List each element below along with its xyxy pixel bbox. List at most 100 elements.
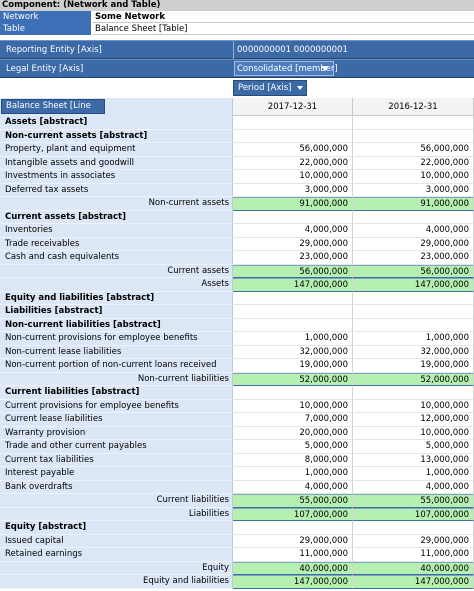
cell-2017[interactable]: 91,000,000 — [233, 197, 353, 211]
cell-2017[interactable]: 5,000,000 — [233, 440, 353, 454]
cell-2017[interactable]: 20,000,000 — [233, 426, 353, 440]
cell-2017[interactable]: 10,000,000 — [233, 170, 353, 184]
cell-2016[interactable]: 19,000,000 — [353, 359, 474, 373]
row-label[interactable]: Non-current lease liabilities — [0, 345, 233, 359]
row-label[interactable]: Equity and liabilities — [0, 575, 233, 589]
cell-2016[interactable]: 23,000,000 — [353, 251, 474, 265]
cell-2017[interactable] — [233, 318, 353, 332]
cell-2017[interactable]: 52,000,000 — [233, 372, 353, 386]
cell-2016[interactable]: 56,000,000 — [353, 264, 474, 278]
row-label[interactable]: Interest payable — [0, 467, 233, 481]
cell-2016[interactable] — [353, 129, 474, 143]
row-label[interactable]: Current liabilities — [0, 494, 233, 508]
row-label[interactable]: Current assets — [0, 264, 233, 278]
row-label[interactable]: Inventories — [0, 224, 233, 238]
cell-2016[interactable]: 32,000,000 — [353, 345, 474, 359]
cell-2016[interactable]: 5,000,000 — [353, 440, 474, 454]
cell-2017[interactable]: 147,000,000 — [233, 575, 353, 589]
cell-2017[interactable]: 1,000,000 — [233, 467, 353, 481]
row-label[interactable]: Property, plant and equipment — [0, 143, 233, 157]
cell-2017[interactable]: 32,000,000 — [233, 345, 353, 359]
cell-2016[interactable]: 10,000,000 — [353, 170, 474, 184]
cell-2017[interactable]: 56,000,000 — [233, 264, 353, 278]
cell-2017[interactable]: 107,000,000 — [233, 507, 353, 521]
cell-2016[interactable]: 1,000,000 — [353, 332, 474, 346]
cell-2016[interactable]: 13,000,000 — [353, 453, 474, 467]
cell-2017[interactable]: 11,000,000 — [233, 548, 353, 562]
cell-2016[interactable]: 10,000,000 — [353, 399, 474, 413]
cell-2017[interactable]: 8,000,000 — [233, 453, 353, 467]
cell-2016[interactable]: 91,000,000 — [353, 197, 474, 211]
row-label[interactable]: Trade and other current payables — [0, 440, 233, 454]
row-label[interactable]: Liabilities [abstract] — [0, 305, 233, 319]
row-label[interactable]: Assets — [0, 278, 233, 292]
cell-2017[interactable] — [233, 305, 353, 319]
cell-2017[interactable]: 29,000,000 — [233, 237, 353, 251]
cell-2017[interactable]: 4,000,000 — [233, 224, 353, 238]
row-label[interactable]: Liabilities — [0, 507, 233, 521]
row-label[interactable]: Issued capital — [0, 534, 233, 548]
cell-2016[interactable]: 147,000,000 — [353, 278, 474, 292]
row-label[interactable]: Non-current assets [abstract] — [0, 129, 233, 143]
cell-2016[interactable] — [353, 305, 474, 319]
row-label[interactable]: Cash and cash equivalents — [0, 251, 233, 265]
cell-2017[interactable]: 55,000,000 — [233, 494, 353, 508]
cell-2016[interactable]: 29,000,000 — [353, 534, 474, 548]
cell-2016[interactable]: 10,000,000 — [353, 426, 474, 440]
cell-2017[interactable]: 3,000,000 — [233, 183, 353, 197]
cell-2016[interactable] — [353, 521, 474, 535]
row-label[interactable]: Non-current provisions for employee bene… — [0, 332, 233, 346]
cell-2017[interactable]: 7,000,000 — [233, 413, 353, 427]
row-label[interactable]: Equity and liabilities [abstract] — [0, 291, 233, 305]
cell-2017[interactable] — [233, 210, 353, 224]
cell-2017[interactable]: 40,000,000 — [233, 561, 353, 575]
cell-2017[interactable]: 1,000,000 — [233, 332, 353, 346]
cell-2017[interactable]: 147,000,000 — [233, 278, 353, 292]
cell-2016[interactable] — [353, 210, 474, 224]
cell-2017[interactable]: 23,000,000 — [233, 251, 353, 265]
cell-2017[interactable] — [233, 291, 353, 305]
cell-2016[interactable]: 56,000,000 — [353, 143, 474, 157]
row-label[interactable]: Equity [abstract] — [0, 521, 233, 535]
cell-2016[interactable]: 29,000,000 — [353, 237, 474, 251]
cell-2016[interactable]: 52,000,000 — [353, 372, 474, 386]
row-label[interactable]: Intangible assets and goodwill — [0, 156, 233, 170]
cell-2016[interactable]: 1,000,000 — [353, 467, 474, 481]
row-label[interactable]: Current provisions for employee benefits — [0, 399, 233, 413]
cell-2016[interactable]: 4,000,000 — [353, 480, 474, 494]
cell-2016[interactable]: 4,000,000 — [353, 224, 474, 238]
cell-2017[interactable] — [233, 386, 353, 400]
cell-2017[interactable]: 10,000,000 — [233, 399, 353, 413]
cell-2017[interactable]: 4,000,000 — [233, 480, 353, 494]
row-label[interactable]: Current assets [abstract] — [0, 210, 233, 224]
cell-2016[interactable]: 22,000,000 — [353, 156, 474, 170]
line-items-axis-chip[interactable]: Balance Sheet [Line items] — [1, 99, 105, 124]
cell-2017[interactable]: 22,000,000 — [233, 156, 353, 170]
row-label[interactable]: Non-current liabilities — [0, 372, 233, 386]
row-label[interactable]: Warranty provision — [0, 426, 233, 440]
column-header-2016[interactable]: 2016-12-31 — [353, 98, 474, 116]
row-label[interactable]: Current liabilities [abstract] — [0, 386, 233, 400]
cell-2016[interactable]: 147,000,000 — [353, 575, 474, 589]
legal-entity-dropdown[interactable] — [234, 61, 334, 76]
cell-2016[interactable]: 12,000,000 — [353, 413, 474, 427]
row-label[interactable]: Equity — [0, 561, 233, 575]
cell-2016[interactable]: 107,000,000 — [353, 507, 474, 521]
cell-2016[interactable]: 55,000,000 — [353, 494, 474, 508]
cell-2017[interactable]: 19,000,000 — [233, 359, 353, 373]
row-label[interactable]: Non-current portion of non-current loans… — [0, 359, 233, 373]
cell-2016[interactable]: 11,000,000 — [353, 548, 474, 562]
cell-2017[interactable] — [233, 521, 353, 535]
period-axis-dropdown[interactable]: Period [Axis] — [233, 80, 307, 96]
cell-2016[interactable]: 3,000,000 — [353, 183, 474, 197]
cell-2017[interactable]: 29,000,000 — [233, 534, 353, 548]
cell-2016[interactable] — [353, 116, 474, 130]
cell-2017[interactable] — [233, 116, 353, 130]
chevron-down-icon[interactable] — [321, 66, 329, 71]
cell-2016[interactable] — [353, 386, 474, 400]
column-header-2017[interactable]: 2017-12-31 — [233, 98, 353, 116]
row-label[interactable]: Non-current assets — [0, 197, 233, 211]
row-label[interactable]: Retained earnings — [0, 548, 233, 562]
cell-2016[interactable] — [353, 291, 474, 305]
cell-2016[interactable] — [353, 318, 474, 332]
